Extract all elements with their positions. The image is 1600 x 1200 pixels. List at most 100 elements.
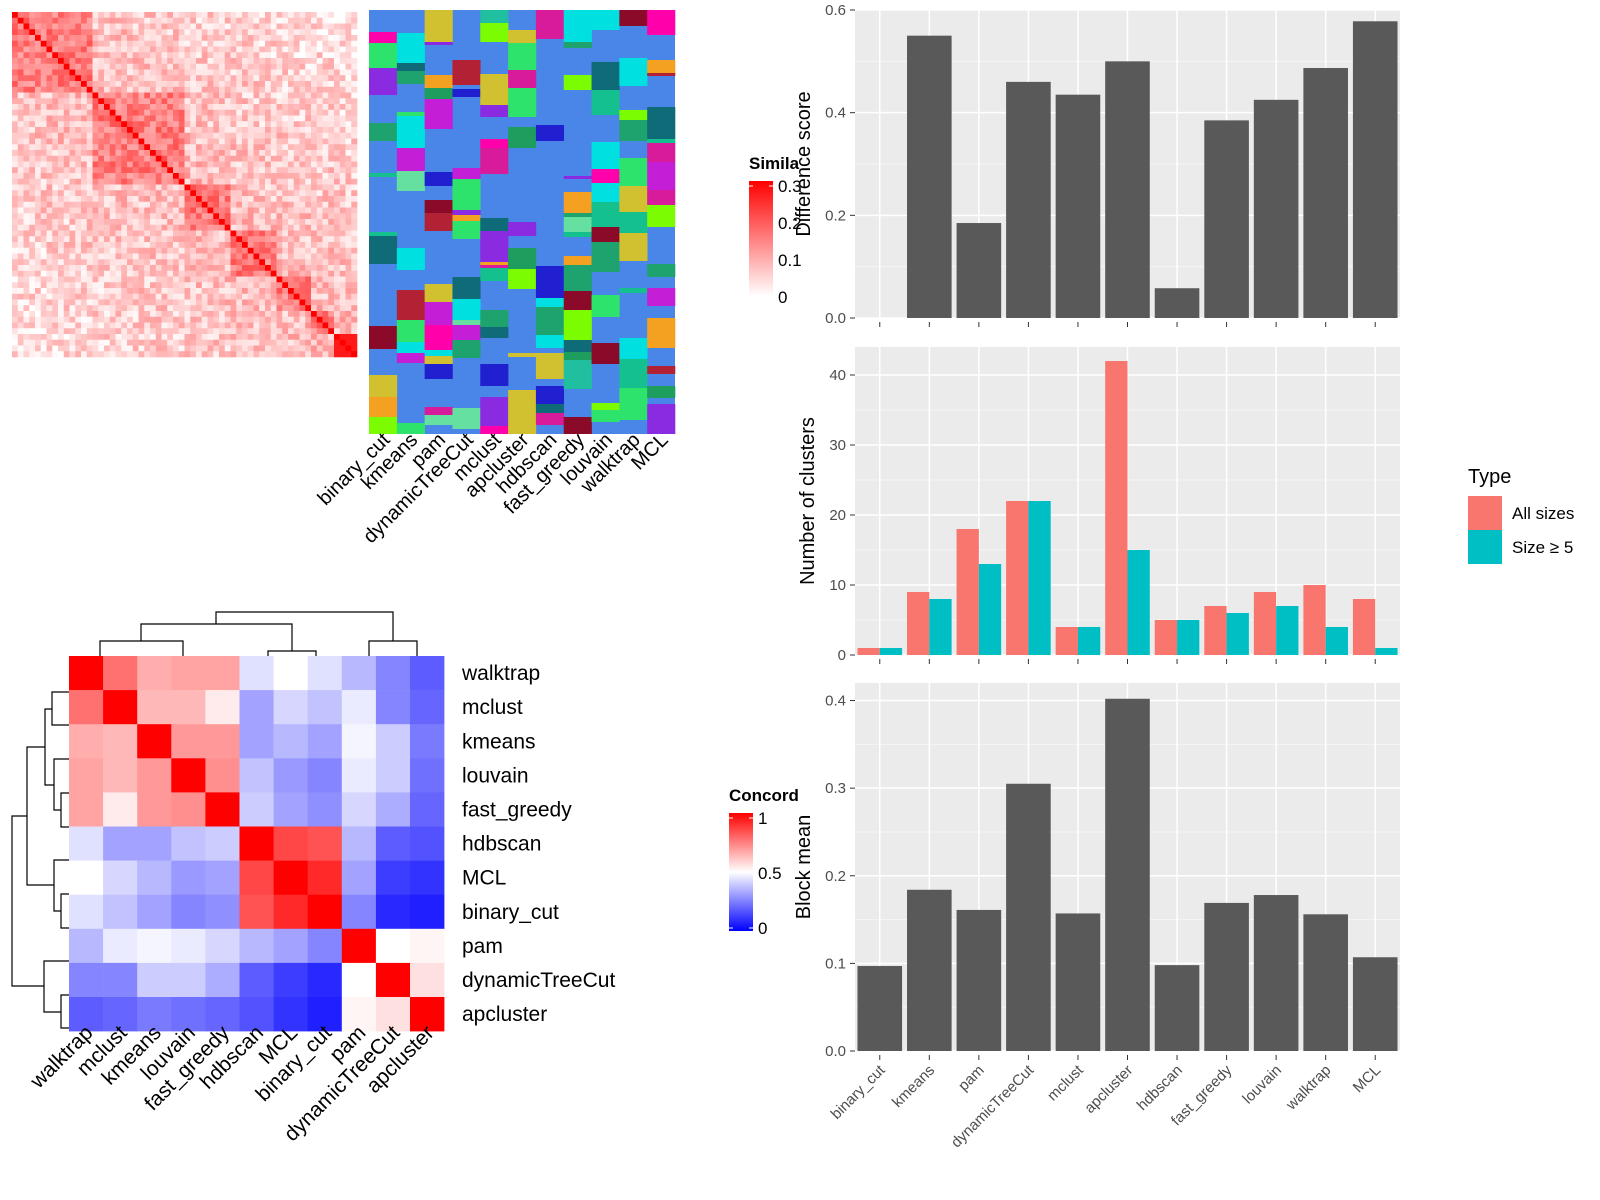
similarity-cell: [299, 104, 306, 111]
assignment-segment: [424, 364, 453, 379]
similarity-cell: [121, 219, 128, 226]
similarity-cell: [288, 167, 295, 174]
assignment-segment: [535, 413, 565, 425]
similarity-cell: [138, 322, 145, 329]
similarity-cell: [81, 351, 88, 358]
similarity-cell: [328, 201, 335, 208]
similarity-cell: [58, 305, 65, 312]
similarity-cell: [173, 316, 180, 323]
similarity-cell: [58, 253, 65, 260]
similarity-cell: [236, 247, 243, 254]
similarity-cell: [247, 276, 254, 283]
y-tick-label: 0.0: [825, 1043, 846, 1060]
similarity-cell: [98, 265, 105, 272]
similarity-cell: [334, 184, 341, 191]
similarity-cell: [98, 132, 105, 139]
similarity-cell: [276, 196, 283, 203]
similarity-cell: [46, 40, 53, 47]
similarity-cell: [276, 339, 283, 346]
similarity-cell: [132, 173, 139, 180]
similarity-cell: [322, 121, 329, 128]
similarity-cell: [150, 35, 157, 42]
similarity-cell: [282, 270, 289, 277]
similarity-cell: [52, 178, 59, 185]
similarity-cell: [201, 305, 208, 312]
assignment-segment: [647, 162, 676, 190]
similarity-cell: [265, 98, 272, 105]
similarity-cell: [12, 98, 19, 105]
similarity-cell: [253, 207, 260, 214]
similarity-cell: [161, 173, 168, 180]
similarity-cell: [270, 81, 277, 88]
concordance-row-label: fast_greedy: [462, 799, 572, 822]
similarity-cell: [109, 92, 116, 99]
similarity-cell: [52, 236, 59, 243]
similarity-cell: [121, 121, 128, 128]
similarity-cell: [12, 167, 19, 174]
similarity-cell: [311, 253, 318, 260]
similarity-cell: [213, 219, 220, 226]
similarity-cell: [345, 265, 352, 272]
concordance-cell: [273, 690, 308, 725]
similarity-cell: [144, 270, 151, 277]
similarity-cell: [155, 316, 162, 323]
concordance-cell: [410, 656, 445, 691]
similarity-cell: [75, 144, 82, 151]
similarity-cell: [17, 253, 24, 260]
similarity-cell: [40, 207, 47, 214]
similarity-cell: [276, 213, 283, 220]
similarity-cell: [23, 190, 30, 197]
similarity-cell: [322, 334, 329, 341]
similarity-cell: [190, 213, 197, 220]
similarity-cell: [190, 322, 197, 329]
similarity-cell: [17, 17, 24, 24]
similarity-cell: [98, 23, 105, 30]
similarity-cell: [81, 178, 88, 185]
similarity-cell: [81, 196, 88, 203]
similarity-cell: [288, 201, 295, 208]
similarity-cell: [293, 138, 300, 145]
similarity-cell: [351, 46, 358, 53]
similarity-cell: [236, 339, 243, 346]
concordance-col-labels: walktrapmclustkmeanslouvainfast_greedyhd…: [25, 1021, 438, 1146]
assignment-segment: [591, 183, 620, 202]
concordance-cell: [307, 928, 343, 964]
concordance-cell: [410, 928, 445, 964]
similarity-cell: [40, 305, 47, 312]
similarity-cell: [121, 46, 128, 53]
similarity-cell: [92, 75, 99, 82]
similarity-cell: [207, 155, 214, 162]
similarity-cell: [311, 334, 318, 341]
similarity-cell: [276, 201, 283, 208]
similarity-cell: [253, 334, 260, 341]
similarity-cell: [46, 334, 53, 341]
similarity-cell: [201, 109, 208, 116]
similarity-cell: [23, 236, 30, 243]
concordance-cell: [239, 758, 274, 793]
similarity-cell: [242, 236, 249, 243]
similarity-cell: [178, 132, 185, 139]
similarity-cell: [155, 127, 162, 134]
similarity-cell: [299, 316, 306, 323]
similarity-cell: [345, 351, 352, 358]
similarity-cell: [270, 213, 277, 220]
similarity-cell: [115, 282, 122, 289]
assignment-segment: [508, 30, 537, 43]
similarity-cell: [115, 328, 122, 335]
similarity-cell: [58, 339, 65, 346]
similarity-cell: [178, 276, 185, 283]
similarity-cell: [127, 247, 134, 254]
similarity-cell: [305, 121, 312, 128]
similarity-cell: [305, 311, 312, 318]
similarity-cell: [29, 98, 36, 105]
similarity-cell: [75, 167, 82, 174]
similarity-cell: [276, 150, 283, 157]
similarity-cell: [155, 242, 162, 249]
assignment-segment: [452, 325, 481, 340]
assignment-segment: [424, 75, 453, 88]
similarity-cell: [138, 23, 145, 30]
similarity-cell: [35, 12, 42, 19]
similarity-cell: [46, 293, 53, 300]
assignment-segment: [452, 89, 481, 97]
similarity-cell: [316, 201, 323, 208]
